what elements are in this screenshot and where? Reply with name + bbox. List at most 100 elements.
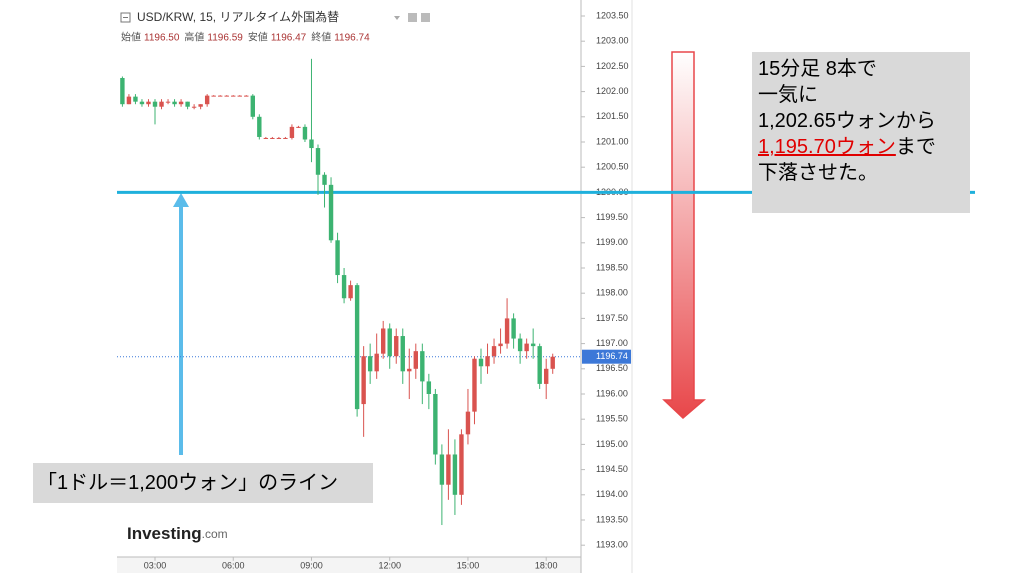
candle-body [139, 101, 145, 105]
y-tick-label: 1195.00 [596, 439, 628, 449]
candle-body [400, 336, 405, 372]
candle-body [544, 368, 549, 384]
logo-suffix: .com [202, 527, 228, 541]
annotation-box: 15分足 8本で 一気に 1,202.65ウォンから 1,195.70ウォンまで… [752, 52, 970, 213]
y-tick-label: 1197.50 [596, 313, 628, 323]
line-label: 「1ドル＝1,200ウォン」のライン [37, 472, 339, 494]
y-tick-label: 1202.00 [596, 86, 629, 96]
candle-body [530, 343, 536, 347]
candle-body [433, 394, 438, 455]
candle-body [446, 454, 451, 485]
candle-body [270, 137, 275, 139]
x-axis-strip [117, 557, 581, 573]
candle-body [211, 95, 216, 97]
candle-body [224, 95, 229, 97]
candle-body [289, 126, 295, 138]
candle-body [485, 356, 490, 367]
y-tick-label: 1197.00 [596, 338, 628, 348]
y-tick-label: 1202.50 [596, 61, 629, 71]
candle-body [237, 95, 242, 97]
x-tick-label: 12:00 [378, 560, 401, 570]
candle-body [504, 318, 510, 344]
candle-body [439, 454, 445, 485]
candle-body [387, 328, 392, 357]
candle-body [361, 356, 366, 405]
candle-body [511, 318, 516, 339]
candle-body [231, 95, 236, 97]
candle-body [126, 96, 132, 105]
y-tick-label: 1201.50 [596, 111, 629, 121]
candle-body [367, 356, 373, 372]
candle-body [459, 434, 464, 495]
annotation-line: 15分足 8本で [758, 58, 877, 80]
x-tick-label: 03:00 [144, 560, 167, 570]
annotation-line: 1,195.70ウォンまで [758, 134, 964, 160]
annotation-line: 一気に [758, 84, 818, 106]
candle-body [452, 454, 458, 495]
candle-body [191, 106, 197, 108]
candle-body [120, 77, 125, 105]
candle-body [328, 184, 334, 241]
ohlc-header: 始値 1196.50 高値 1196.59 安値 1196.47 終値 1196.74 [121, 31, 370, 44]
chart-title: USD/KRW, 15, リアルタイム外国為替 [137, 10, 339, 24]
y-tick-label: 1193.00 [596, 540, 628, 550]
candle-body [218, 95, 223, 97]
y-tick-label: 1194.00 [596, 489, 628, 499]
candle-body [276, 137, 282, 139]
y-tick-label: 1194.50 [596, 464, 628, 474]
collapse-icon[interactable] [120, 12, 131, 23]
line-label-box: 「1ドル＝1,200ウォン」のライン [33, 463, 373, 503]
candle-body [283, 137, 288, 139]
candle-body [374, 353, 379, 372]
y-tick-label: 1200.50 [596, 162, 629, 172]
candle-body [185, 101, 190, 107]
candle-body [413, 351, 418, 369]
candle-body [335, 240, 340, 276]
candle-body [159, 101, 164, 107]
dropdown-icon[interactable] [394, 16, 400, 20]
x-tick-label: 18:00 [535, 560, 558, 570]
candle-body [178, 101, 184, 105]
candle-body [465, 411, 471, 435]
annotation-text: まで [895, 136, 936, 158]
annotation-line: 1,202.65ウォンから [758, 110, 936, 132]
candle-body [172, 101, 177, 105]
y-tick-label: 1199.50 [596, 212, 628, 222]
y-tick-label: 1195.50 [596, 414, 628, 424]
candle-body [146, 101, 151, 105]
candle-body [426, 381, 432, 394]
candle-body [407, 368, 412, 372]
candle-body [244, 95, 249, 97]
candle-body [524, 343, 529, 352]
candle-body [394, 336, 399, 357]
ohlc-value: 1196.74 [334, 33, 370, 44]
settings-icon[interactable] [408, 13, 417, 22]
y-tick-label: 1196.00 [596, 388, 628, 398]
candle-body [257, 116, 262, 137]
close-icon[interactable] [421, 13, 430, 22]
y-tick-label: 1198.50 [596, 262, 628, 272]
last-price-box [582, 349, 631, 364]
candle-body [381, 328, 386, 354]
candle-body [322, 174, 327, 185]
candle-body [550, 356, 555, 369]
candle-body [348, 285, 353, 299]
candle-body [491, 346, 497, 357]
annotation-highlight: 1,195.70ウォン [758, 136, 896, 158]
y-tick-label: 1193.50 [596, 514, 628, 524]
candle-body [315, 148, 321, 175]
ohlc-name: 始値 [121, 31, 141, 44]
y-tick-label: 1201.00 [596, 136, 629, 146]
y-tick-label: 1199.00 [596, 237, 628, 247]
annotation-line: 下落させた。 [758, 162, 878, 184]
x-tick-label: 15:00 [457, 560, 480, 570]
candle-body [537, 346, 542, 384]
ohlc-value: 1196.50 [144, 33, 180, 44]
ohlc-name: 安値 [248, 31, 268, 44]
candle-body [354, 285, 360, 410]
last-price-label: 1196.74 [596, 351, 628, 361]
candle-body [302, 126, 308, 140]
y-tick-label: 1203.50 [596, 10, 629, 20]
candle-body [296, 126, 301, 128]
candle-body [472, 358, 477, 412]
